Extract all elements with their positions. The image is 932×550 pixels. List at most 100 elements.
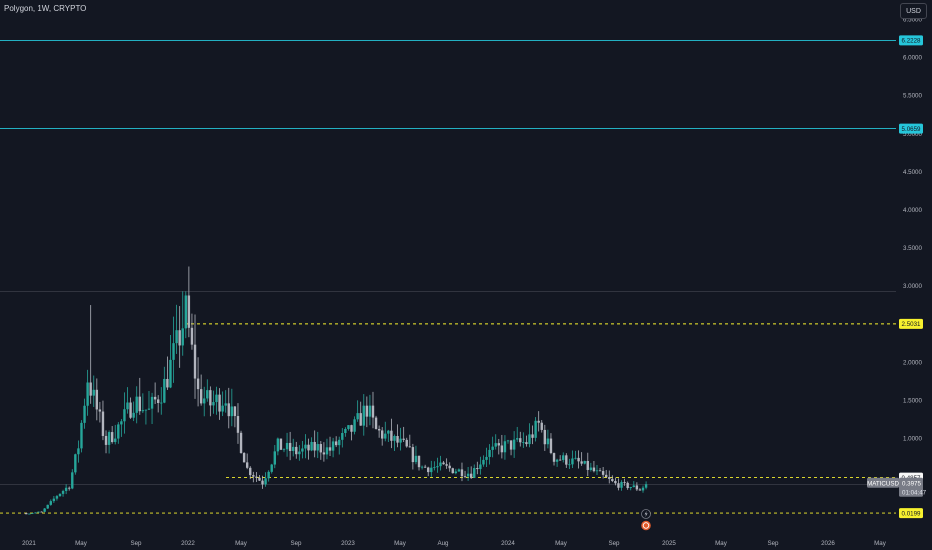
candle [494,434,497,450]
last-price-symbol: MATICUSD [867,480,899,487]
price-badges: 6.22285.06592.50310.48570.0199MATICUSD0.… [867,35,927,519]
level-price-label: 6.2228 [902,38,921,45]
candle [328,436,332,457]
candle [285,432,289,457]
candle [402,426,405,442]
candle [334,436,338,448]
candle [583,460,586,465]
candle [64,484,68,495]
candle [80,420,83,453]
candle [420,465,424,470]
candle [380,427,384,446]
candle [83,398,86,429]
time-tick-label: 2022 [181,540,195,547]
time-tick-label: May [75,540,88,547]
time-tick-label: 2023 [341,540,355,547]
candle [169,334,172,389]
candle [414,445,418,465]
candle [445,458,448,469]
candle [242,452,246,463]
currency-button[interactable]: USD [900,3,927,19]
candle [114,424,117,445]
candle [479,456,482,475]
candle [466,466,470,481]
candle [77,440,80,463]
candle [543,424,547,451]
candle [577,450,580,469]
candle [92,375,95,407]
flash-icon[interactable] [641,509,651,519]
price-tick-label: 2.0000 [903,359,922,366]
time-tick-label: May [874,540,887,547]
candle [199,374,203,406]
candle [55,494,59,501]
candle [436,457,439,473]
candle [163,366,166,404]
candle [469,466,473,480]
candle [28,513,31,515]
candle [301,440,304,459]
candle [120,418,123,437]
candle [101,400,105,441]
candle [568,458,571,469]
candle [353,416,356,435]
candle [190,313,194,350]
candle [356,400,359,422]
candle [104,430,108,454]
candle [516,426,519,442]
candle [374,415,378,430]
candle [430,460,433,477]
symbol-title: Polygon, 1W, CRYPTO [4,4,87,13]
candle [491,436,494,458]
candle [604,469,608,478]
level-price-badge: 0.0199 [899,508,923,519]
candle [233,405,237,428]
candle [497,438,500,455]
candle [589,462,593,472]
time-tick-label: 2024 [501,540,515,547]
level-price-label: 5.0659 [902,126,921,133]
candle [184,291,188,339]
candle [209,386,212,417]
candle [110,426,114,444]
candle [252,471,255,483]
candle [423,464,427,468]
price-tick-label: 1.0000 [903,436,922,443]
candle [282,448,286,453]
candle [387,429,390,443]
candle [95,378,99,421]
candle [476,461,479,475]
candle [552,452,556,466]
candle [586,452,589,476]
candle [522,432,525,448]
candle [325,438,329,460]
candle [46,504,49,509]
bar-countdown: 01:04:47 [902,489,927,496]
candle [528,423,531,448]
candle [123,392,126,434]
candle [215,386,218,415]
candle [239,430,243,454]
candle [288,431,292,461]
candle [132,401,135,422]
candle [203,386,206,417]
earnings-icon[interactable] [640,519,652,532]
candle [500,434,504,459]
price-tick-label: 1.5000 [903,398,922,405]
candle [546,429,550,449]
candle [592,460,596,473]
candle [150,392,154,425]
candle [350,424,353,441]
candle [236,403,240,444]
candle [359,401,362,426]
candle [138,377,141,415]
candle [261,475,264,489]
level-price-label: 0.0199 [902,510,921,517]
candle [117,422,120,444]
time-tick-label: Sep [608,540,620,547]
candle [221,391,224,417]
candle [49,499,52,506]
candle [86,369,89,416]
time-tick-label: Sep [130,540,142,547]
